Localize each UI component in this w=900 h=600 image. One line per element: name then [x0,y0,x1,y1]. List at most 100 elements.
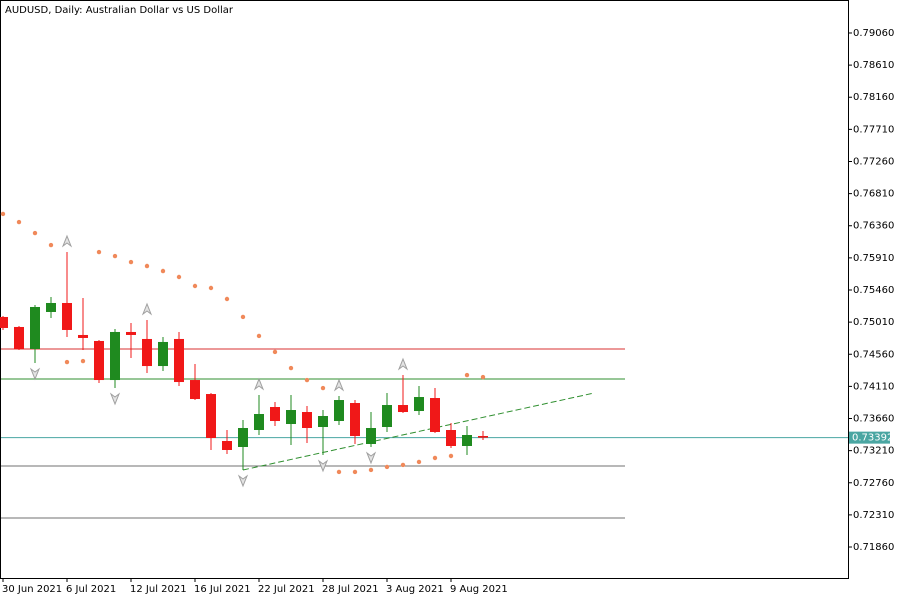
sar-dot [224,296,230,302]
sar-dot [48,242,54,248]
sar-dot [96,249,102,255]
fractal-up [61,234,73,248]
candle-body [414,397,424,412]
sar-dot [192,283,198,289]
sar-dot [240,314,246,320]
sar-dot [384,464,390,470]
y-tick-label: 0.78160 [853,92,894,103]
sar-dot [336,469,342,475]
y-tick-label: 0.75010 [853,317,894,328]
fractal-up [333,378,345,392]
y-tick-label: 0.74110 [853,381,894,392]
y-tick-label: 0.74560 [853,349,894,360]
sar-dot [448,453,454,459]
sar-dot [128,259,134,265]
candle-body [206,394,216,438]
x-tick-label: 3 Aug 2021 [386,584,444,595]
candle-body [398,405,408,413]
y-tick-label: 0.72310 [853,510,894,521]
fractal-down [109,392,121,406]
fractal-up [141,302,153,316]
y-tick-label: 0.73210 [853,446,894,457]
sar-dot [160,268,166,274]
candle-body [0,316,8,328]
sar-dot [32,230,38,236]
fractal-down [365,451,377,465]
fractal-down [317,459,329,473]
plot-frame [0,0,849,579]
candle-body [62,302,72,330]
sar-dot [288,365,294,371]
candle-body [446,430,456,446]
candle-body [158,341,168,367]
sar-dot [64,359,70,365]
x-tick-label: 6 Jul 2021 [66,584,116,595]
sar-dot [304,377,310,383]
fractal-up [397,357,409,371]
sar-dot [480,374,486,380]
trendline [242,392,595,471]
candle-body [286,410,296,425]
x-tick-label: 12 Jul 2021 [130,584,187,595]
fractal-down [237,474,249,488]
y-tick-label: 0.79060 [853,28,894,39]
candle-body [238,428,248,447]
y-tick-label: 0.72760 [853,478,894,489]
current-price-label: 0.73392 [852,433,893,444]
sar-dot [416,459,422,465]
candle-body [14,326,24,349]
y-tick-label: 0.75910 [853,253,894,264]
y-tick-label: 0.77260 [853,156,894,167]
sar-dot [272,349,278,355]
candle-body [462,434,472,446]
x-tick-label: 30 Jun 2021 [2,584,62,595]
x-tick-label: 22 Jul 2021 [258,584,315,595]
sar-dot [176,274,182,280]
candle-body [174,338,184,383]
y-tick-label: 0.76360 [853,221,894,232]
chart-title: AUDUSD, Daily: Australian Dollar vs US D… [5,5,234,16]
candle-body [302,412,312,429]
sar-dot [144,263,150,269]
candle-body [142,338,152,367]
y-tick-label: 0.77710 [853,124,894,135]
candle-body [126,331,136,335]
candle-body [78,334,88,338]
candle-body [366,428,376,444]
candle-body [30,306,40,349]
y-tick-label: 0.78610 [853,60,894,71]
y-tick-label: 0.71860 [853,542,894,553]
sar-dot [320,385,326,391]
candle-body [94,340,104,381]
candle-body [382,405,392,428]
x-tick-label: 16 Jul 2021 [194,584,251,595]
sar-dot [432,455,438,461]
current-price-box [849,431,890,444]
candle-body [190,380,200,400]
y-tick-label: 0.75460 [853,285,894,296]
candle-body [222,440,232,450]
sar-dot [368,467,374,473]
sar-dot [464,372,470,378]
candle-body [254,414,264,431]
candle-body [110,331,120,381]
y-tick-label: 0.73660 [853,414,894,425]
x-tick-label: 9 Aug 2021 [450,584,508,595]
sar-dot [16,219,22,225]
sar-dot [256,333,262,339]
sar-dot [352,469,358,475]
candle-body [478,435,488,438]
candle-body [334,400,344,422]
fractal-down [29,367,41,381]
sar-dot [400,462,406,468]
x-tick-label: 28 Jul 2021 [322,584,379,595]
fractal-up [253,377,265,391]
candle-body [270,407,280,422]
sar-dot [112,253,118,259]
candle-body [318,416,328,428]
y-tick-label: 0.76810 [853,189,894,200]
candle-body [430,398,440,433]
candle-body [350,403,360,436]
sar-dot [0,211,6,217]
